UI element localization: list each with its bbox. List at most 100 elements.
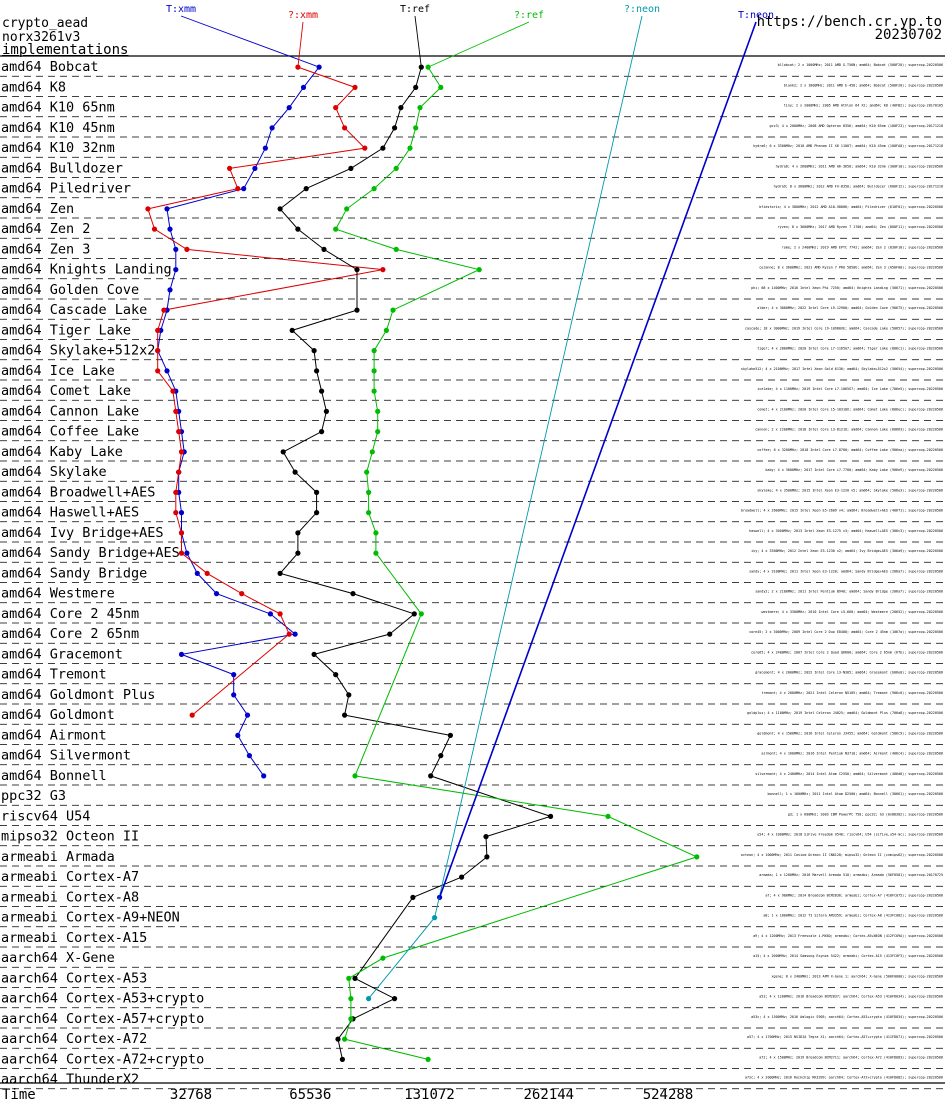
data-point — [289, 327, 295, 333]
series-line — [157, 66, 320, 777]
data-point — [333, 105, 339, 111]
platform-label: armeabi Cortex-A8 — [1, 889, 139, 905]
platform-label: amd64 Sandy Bridge — [1, 565, 147, 581]
platform-label: amd64 Knights Landing — [1, 262, 172, 278]
data-point — [366, 489, 372, 495]
series-leader — [438, 21, 757, 898]
platform-label: amd64 Bulldozer — [1, 160, 123, 176]
series-label: T:ref — [400, 4, 430, 15]
data-point — [392, 996, 398, 1002]
machine-annotation: sandy2; 2 x 2100MHz; 2011 Intel Pentium … — [755, 590, 943, 594]
machine-annotation: a53; 4 x 1200MHz; 2016 Broadcom BCM2837;… — [759, 995, 943, 999]
data-point — [164, 206, 170, 212]
x-tick-label: 131072 — [404, 1087, 455, 1103]
data-point — [476, 267, 482, 273]
data-point — [231, 672, 237, 678]
data-point — [321, 246, 327, 252]
data-point — [277, 206, 283, 212]
series-lines — [147, 66, 699, 1060]
data-point — [239, 591, 245, 597]
data-point — [161, 307, 167, 313]
data-point — [342, 712, 348, 718]
data-point — [262, 145, 268, 151]
data-point — [235, 186, 241, 192]
machine-annotation: core45; 2 x 3000MHz; 2009 Intel Core 2 D… — [749, 630, 943, 634]
series-leader — [434, 15, 643, 918]
data-point — [173, 408, 179, 414]
chart-subtitle: implementations — [2, 42, 129, 58]
data-point — [371, 388, 377, 394]
data-point — [371, 348, 377, 354]
data-point — [173, 509, 179, 516]
platform-label: aarch64 ThunderX2 — [1, 1072, 139, 1088]
machine-annotation: a53c; 4 x 1500MHz; 2016 Amlogic S905; aa… — [751, 1015, 943, 1019]
machine-annotation: a9; 4 x 1200MHz; 2013 Freescale i.MX6Q; … — [753, 934, 943, 938]
series-labels: T:xmm ?:xmm T:ref ?:ref ?:neon T:neon — [166, 4, 774, 918]
platform-label: amd64 Cascade Lake — [1, 302, 147, 318]
data-point — [246, 753, 252, 759]
machine-annotation: bllobcat; 2 x 1000MHz; 2011 AMD G-T56N; … — [778, 63, 943, 67]
data-point — [339, 1056, 345, 1062]
machine-annotation: skylake; 4 x 3500MHz; 2015 Intel Xeon E3… — [757, 488, 943, 492]
data-point — [333, 226, 339, 232]
platform-label: amd64 Ivy Bridge+AES — [1, 525, 164, 541]
platform-label: aarch64 Cortex-A72+crypto — [1, 1051, 204, 1067]
data-point — [366, 509, 372, 516]
data-point — [176, 469, 182, 475]
data-point — [383, 327, 389, 333]
machine-annotation: a7; 4 x 900MHz; 2014 Broadcom BCM2836; a… — [765, 893, 943, 897]
data-point — [261, 773, 267, 779]
platform-label: amd64 Airmont — [1, 727, 107, 743]
data-point — [231, 692, 237, 698]
platform-label: aarch64 Cortex-A53+crypto — [1, 991, 204, 1007]
x-tick-label: 32768 — [170, 1087, 212, 1103]
data-point — [392, 125, 398, 131]
platform-label: amd64 Sandy Bridge+AES — [1, 545, 180, 561]
machine-annotation: coffee; 6 x 3200MHz; 2018 Intel Core i7-… — [757, 448, 943, 452]
data-point — [333, 672, 339, 678]
data-point — [352, 84, 358, 90]
data-point — [319, 388, 325, 394]
machine-annotation: silvermont; 4 x 2400MHz; 2014 Intel Atom… — [755, 772, 943, 776]
platform-label: amd64 Cannon Lake — [1, 403, 139, 419]
platform-label: amd64 Zen — [1, 201, 74, 217]
data-point — [362, 145, 368, 151]
data-point — [459, 874, 465, 880]
platform-label: aarch64 Cortex-A57+crypto — [1, 1011, 204, 1027]
data-point — [235, 732, 241, 739]
series-line — [368, 917, 435, 999]
series-label: T:xmm — [166, 4, 196, 15]
data-point — [295, 550, 301, 556]
platform-label: amd64 Bobcat — [1, 59, 99, 75]
machine-annotation: gcc3; 4 x 2000MHz; 2008 AMD Opteron 8356… — [769, 124, 943, 128]
data-point — [438, 84, 444, 90]
data-point — [413, 125, 419, 131]
data-point — [348, 996, 354, 1002]
platform-label: amd64 Kaby Lake — [1, 444, 123, 460]
data-point — [314, 509, 320, 516]
data-point — [311, 651, 317, 658]
data-point — [314, 489, 320, 495]
platform-label: amd64 Bonnell — [1, 768, 107, 784]
machine-annotation: tiny; 2 x 2000MHz; 2005 AMD Athlon 64 X2… — [784, 104, 943, 108]
data-point — [605, 813, 611, 820]
platform-label: amd64 Haswell+AES — [1, 505, 139, 521]
data-point — [292, 631, 298, 637]
machine-annotation: a72c; 4 x 2000MHz; 2016 Rockchip RK3399;… — [745, 1076, 943, 1080]
data-point — [204, 570, 210, 577]
data-point — [252, 165, 258, 171]
data-point — [176, 429, 182, 435]
machine-annotation: tiger; 4 x 2800MHz; 2020 Intel Core i7-1… — [757, 347, 943, 351]
data-point — [354, 267, 360, 273]
data-point — [244, 712, 251, 718]
site-url[interactable]: https://bench.cr.yp.to — [756, 14, 942, 30]
machine-annotation: armada; 1 x 1200MHz; 2010 Marvell Armada… — [759, 873, 943, 877]
platform-label: amd64 Golden Cove — [1, 282, 139, 298]
data-point — [380, 145, 386, 151]
data-point — [346, 692, 352, 698]
machine-annotation: gracemont; 4 x 2000MHz; 2022 Intel Core … — [755, 671, 943, 675]
series-points — [145, 64, 700, 1062]
platform-label: riscv64 U54 — [1, 808, 90, 824]
x-tick-label: 262144 — [524, 1087, 575, 1103]
